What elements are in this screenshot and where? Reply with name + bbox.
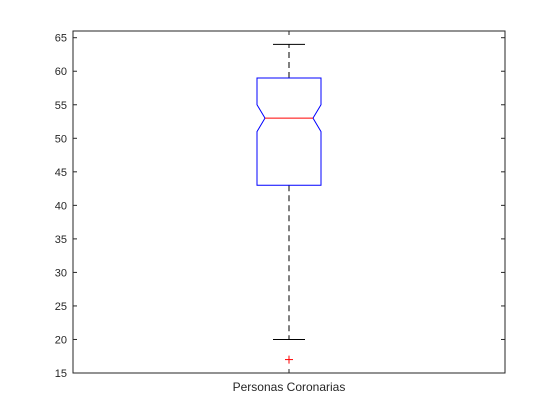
y-tick-label: 40: [55, 200, 67, 212]
y-tick-label: 20: [55, 334, 67, 346]
notched-box: [256, 77, 322, 186]
y-tick-label: 25: [55, 301, 67, 313]
boxes: [256, 43, 322, 364]
y-tick-label: 45: [55, 167, 67, 179]
plot-area: [72, 30, 506, 374]
x-category-label: Personas Coronarias: [233, 380, 346, 394]
y-tick-label: 50: [55, 133, 67, 145]
box-group: [256, 43, 322, 364]
y-tick-label: 30: [55, 267, 67, 279]
plot-frame: [72, 30, 506, 374]
y-tick-label: 65: [55, 33, 67, 45]
y-tick-label: 15: [55, 368, 67, 380]
y-tick-label: 55: [55, 100, 67, 112]
x-axis: Personas Coronarias: [233, 31, 346, 394]
y-axis: 15 20 25 30 35 40 45 50 55 60 65: [55, 33, 505, 380]
y-tick-label: 60: [55, 66, 67, 78]
outlier-marker: [285, 355, 293, 364]
y-tick-label: 35: [55, 234, 67, 246]
